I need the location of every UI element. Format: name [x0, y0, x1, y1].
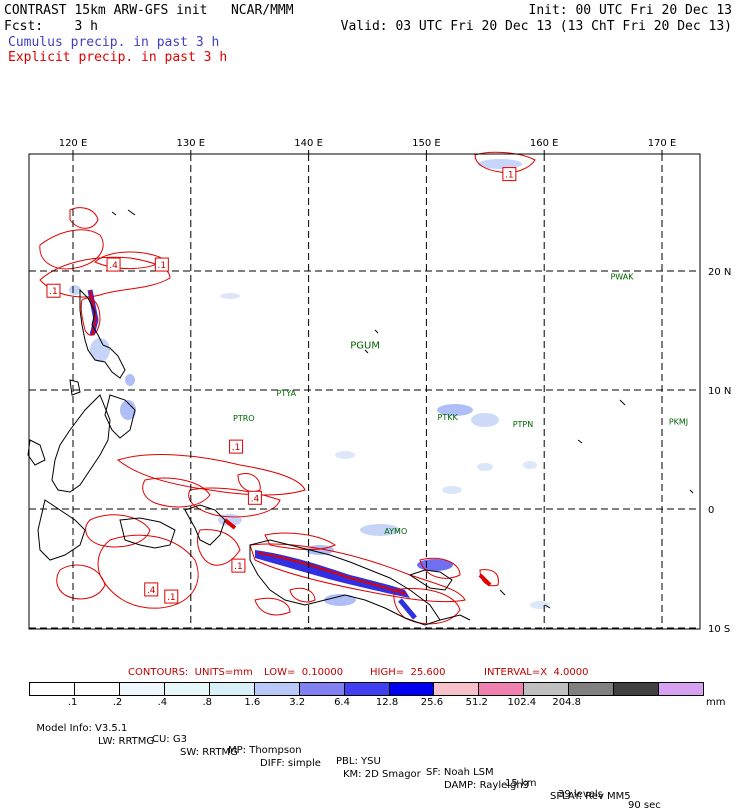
- contour-label: .4: [109, 261, 118, 271]
- sw-scheme: SW: RRTMG: [180, 747, 238, 758]
- contour-label: .1: [232, 443, 241, 453]
- station-aymo: AYMO: [384, 527, 407, 536]
- footer-line1: Model Info: V3.5.1 CU: G3 MP: Thompson P…: [30, 712, 660, 811]
- colorbar-tick-label: .2: [112, 697, 123, 708]
- colorbar-bin: [344, 683, 390, 695]
- colorbar-tick-label: 12.8: [375, 697, 399, 708]
- init-time: Init: 00 UTC Fri 20 Dec 13: [528, 3, 733, 18]
- colorbar-tick-label: 1.6: [244, 697, 261, 708]
- contour-label: .4: [147, 586, 156, 596]
- contour-label: .1: [234, 562, 243, 572]
- lat-label: 0: [708, 505, 714, 516]
- mp-scheme: MP: Thompson: [228, 745, 302, 756]
- contour-low: LOW= 0.10000: [264, 667, 344, 678]
- lon-label: 160 E: [530, 138, 559, 149]
- station-ptro: PTRO: [233, 414, 255, 423]
- contour-units: CONTOURS: UNITS=mm: [128, 667, 253, 678]
- map-frame: [28, 153, 701, 630]
- lat-lon-grid: [29, 150, 700, 629]
- station-pgum: PGUM: [350, 340, 380, 351]
- pbl-scheme: PBL: YSU: [336, 756, 381, 767]
- legend-explicit: Explicit precip. in past 3 h: [8, 50, 228, 65]
- lon-label: 140 E: [294, 138, 323, 149]
- colorbar-bin: [614, 683, 660, 695]
- colorbar-bin: [254, 683, 300, 695]
- station-pwak: PWAK: [610, 272, 634, 281]
- colorbar-bin: [479, 683, 525, 695]
- cumulus-precip-shading: [69, 159, 550, 609]
- contour-label: .4: [251, 494, 260, 504]
- colorbar-tick-label: 25.6: [420, 697, 444, 708]
- forecast-hour: Fcst: 3 h: [4, 19, 98, 34]
- colorbar-unit: mm: [706, 697, 726, 708]
- latitude-labels: 20 N 10 N 0 10 S: [708, 267, 731, 635]
- forecast-map: 120 E 130 E 140 E 150 E 160 E 170 E 20 N 10 N 0…: [27, 138, 731, 635]
- lon-label: 130 E: [177, 138, 206, 149]
- contour-label: .1: [158, 261, 167, 271]
- station-markers: PWAK PGUM PTYA PTRO PTKK PTPN PKMJ AYMO: [233, 272, 688, 536]
- colorbar-bin: [119, 683, 165, 695]
- contour-label: .1: [49, 287, 58, 297]
- time-step: 90 sec: [628, 800, 661, 811]
- km-scheme: KM: 2D Smagor: [343, 769, 421, 780]
- colorbar-bin: [389, 683, 435, 695]
- damp-scheme: DAMP: Rayleigh3: [444, 780, 530, 791]
- colorbar-bin: [164, 683, 210, 695]
- contour-label: .1: [167, 593, 176, 603]
- lon-label: 120 E: [59, 138, 88, 149]
- diff-scheme: DIFF: simple: [260, 758, 321, 769]
- station-pkmj: PKMJ: [669, 418, 688, 427]
- station-ptpn: PTPN: [513, 420, 534, 429]
- sflay-scheme: SFLAY: Rev MM5: [550, 791, 631, 802]
- colorbar-bin: [299, 683, 345, 695]
- footer-line2: LW: RRTMG SW: RRTMG DIFF: simple KM: 2D …: [30, 725, 631, 802]
- station-ptkk: PTKK: [438, 413, 459, 422]
- lat-label: 10 N: [708, 386, 731, 397]
- station-ptya: PTYA: [276, 389, 296, 398]
- colorbar-bin: [74, 683, 120, 695]
- colorbar-bin: [209, 683, 255, 695]
- colorbar-tick-label: .1: [67, 697, 78, 708]
- colorbar-bin: [524, 683, 570, 695]
- lat-label: 10 S: [708, 624, 730, 635]
- colorbar-bin: [659, 683, 704, 695]
- colorbar-tick-label: 51.2: [465, 697, 488, 708]
- lon-label: 150 E: [412, 138, 441, 149]
- contour-label: .1: [505, 171, 514, 181]
- model-info: Model Info: V3.5.1: [36, 723, 128, 734]
- colorbar-tick-label: 6.4: [334, 697, 350, 708]
- colorbar-tick-label: 204.8: [552, 697, 582, 708]
- lat-label: 20 N: [708, 267, 731, 278]
- colorbar-tick-label: 3.2: [289, 697, 306, 708]
- colorbar-bin: [30, 683, 75, 695]
- lon-label: 170 E: [648, 138, 677, 149]
- sf-scheme: SF: Noah LSM: [426, 767, 494, 778]
- longitude-labels: 120 E 130 E 140 E 150 E 160 E 170 E: [59, 138, 677, 149]
- legend-cumulus: Cumulus precip. in past 3 h: [8, 35, 220, 50]
- colorbar-tick-label: .8: [202, 697, 212, 708]
- colorbar-bin: [569, 683, 615, 695]
- colorbar-tick-label: 102.4: [507, 697, 537, 708]
- contour-high: HIGH= 25.600: [370, 667, 446, 678]
- valid-time: Valid: 03 UTC Fri 20 Dec 13 (13 ChT Fri …: [340, 19, 732, 34]
- colorbar-bin: [434, 683, 480, 695]
- colorbar-tick-label: .4: [157, 697, 168, 708]
- precip-colorbar: [29, 682, 704, 696]
- coastlines: [27, 209, 694, 626]
- title-line: CONTRAST 15km ARW-GFS init NCAR/MMM: [4, 3, 294, 18]
- colorbar-labels: .1 .2 .4 .8 1.6 3.2 6.4 12.8 25.6 51.2 102.4 204.8: [0, 697, 740, 709]
- heavy-precip-band: [87, 289, 492, 620]
- contour-labels: .1 .4 .1 .1 .1 .4 .1 .4 .1: [46, 167, 517, 604]
- lw-scheme: LW: RRTMG: [98, 736, 155, 747]
- contour-interval: INTERVAL=X 4.0000: [484, 667, 589, 678]
